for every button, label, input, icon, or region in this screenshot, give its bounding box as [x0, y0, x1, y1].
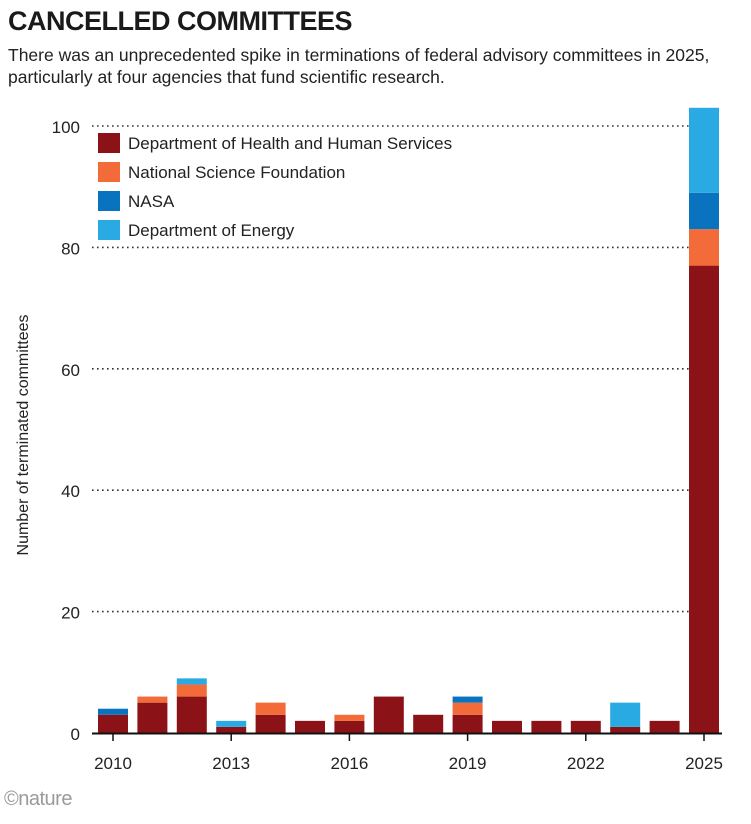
y-tick-label: 40	[61, 482, 80, 501]
y-axis-ticks: 0 20 40 60 80 100	[52, 118, 80, 744]
bar-2016-series-1	[334, 714, 365, 721]
bar-2024-series-0	[649, 720, 680, 733]
bar-2020-series-0	[492, 720, 522, 733]
bar-2019-series-2	[452, 696, 483, 703]
nature-logo: ©nature	[4, 788, 72, 810]
bar-2025-series-2	[689, 192, 719, 230]
bar-2018-series-0	[413, 714, 444, 733]
bar-2023-series-0	[610, 726, 641, 733]
bar-2010-series-0	[98, 714, 128, 733]
bar-2021-series-0	[531, 720, 562, 733]
bar-2019-series-0	[452, 714, 483, 733]
bar-2022-series-0	[570, 720, 601, 733]
bar-2015-series-0	[295, 720, 325, 733]
bar-2017-series-0	[373, 696, 404, 733]
chart-title: CANCELLED COMMITTEES	[8, 6, 353, 36]
legend-label: Department of Health and Human Services	[128, 134, 452, 153]
legend-swatch	[98, 191, 120, 211]
y-tick-label: 80	[61, 239, 80, 258]
bar-2011-series-1	[137, 696, 168, 703]
bars	[98, 107, 719, 733]
x-tick-label: 2013	[212, 754, 250, 773]
x-tick-label: 2016	[330, 754, 368, 773]
bar-2025-series-3	[689, 107, 719, 193]
x-tick-label: 2022	[567, 754, 605, 773]
legend-swatch	[98, 133, 120, 153]
legend-label: NASA	[128, 192, 175, 211]
bar-2014-series-0	[255, 714, 286, 733]
x-tick-label: 2010	[94, 754, 132, 773]
x-tick-label: 2025	[685, 754, 723, 773]
bar-2025-series-1	[689, 229, 719, 266]
bar-2014-series-1	[255, 702, 286, 715]
chart-subtitle: There was an unprecedented spike in term…	[8, 45, 710, 87]
legend-label: Department of Energy	[128, 221, 295, 240]
y-axis-label: Number of terminated committees	[15, 315, 32, 556]
legend-swatch	[98, 220, 120, 240]
bar-2012-series-3	[176, 678, 207, 685]
y-tick-label: 20	[61, 604, 80, 623]
x-axis-ticks: 2010 2013 2016 2019 2022 2025	[94, 733, 723, 773]
bar-2012-series-1	[176, 684, 207, 697]
bar-2023-series-3	[610, 702, 641, 727]
bar-2013-series-0	[216, 726, 247, 733]
x-tick-label: 2019	[449, 754, 487, 773]
bar-2019-series-1	[452, 702, 483, 715]
bar-2011-series-0	[137, 702, 168, 733]
bar-2025-series-0	[689, 265, 719, 733]
legend: Department of Health and Human Services N…	[98, 133, 452, 240]
bar-2013-series-3	[216, 720, 247, 727]
bar-2012-series-0	[176, 696, 207, 733]
bar-2010-series-2	[98, 708, 128, 715]
gridlines	[92, 125, 722, 613]
legend-swatch	[98, 162, 120, 182]
y-tick-label: 60	[61, 361, 80, 380]
bar-2016-series-0	[334, 720, 365, 733]
y-tick-label: 100	[52, 118, 80, 137]
legend-label: National Science Foundation	[128, 163, 345, 182]
y-tick-label: 0	[71, 725, 80, 744]
